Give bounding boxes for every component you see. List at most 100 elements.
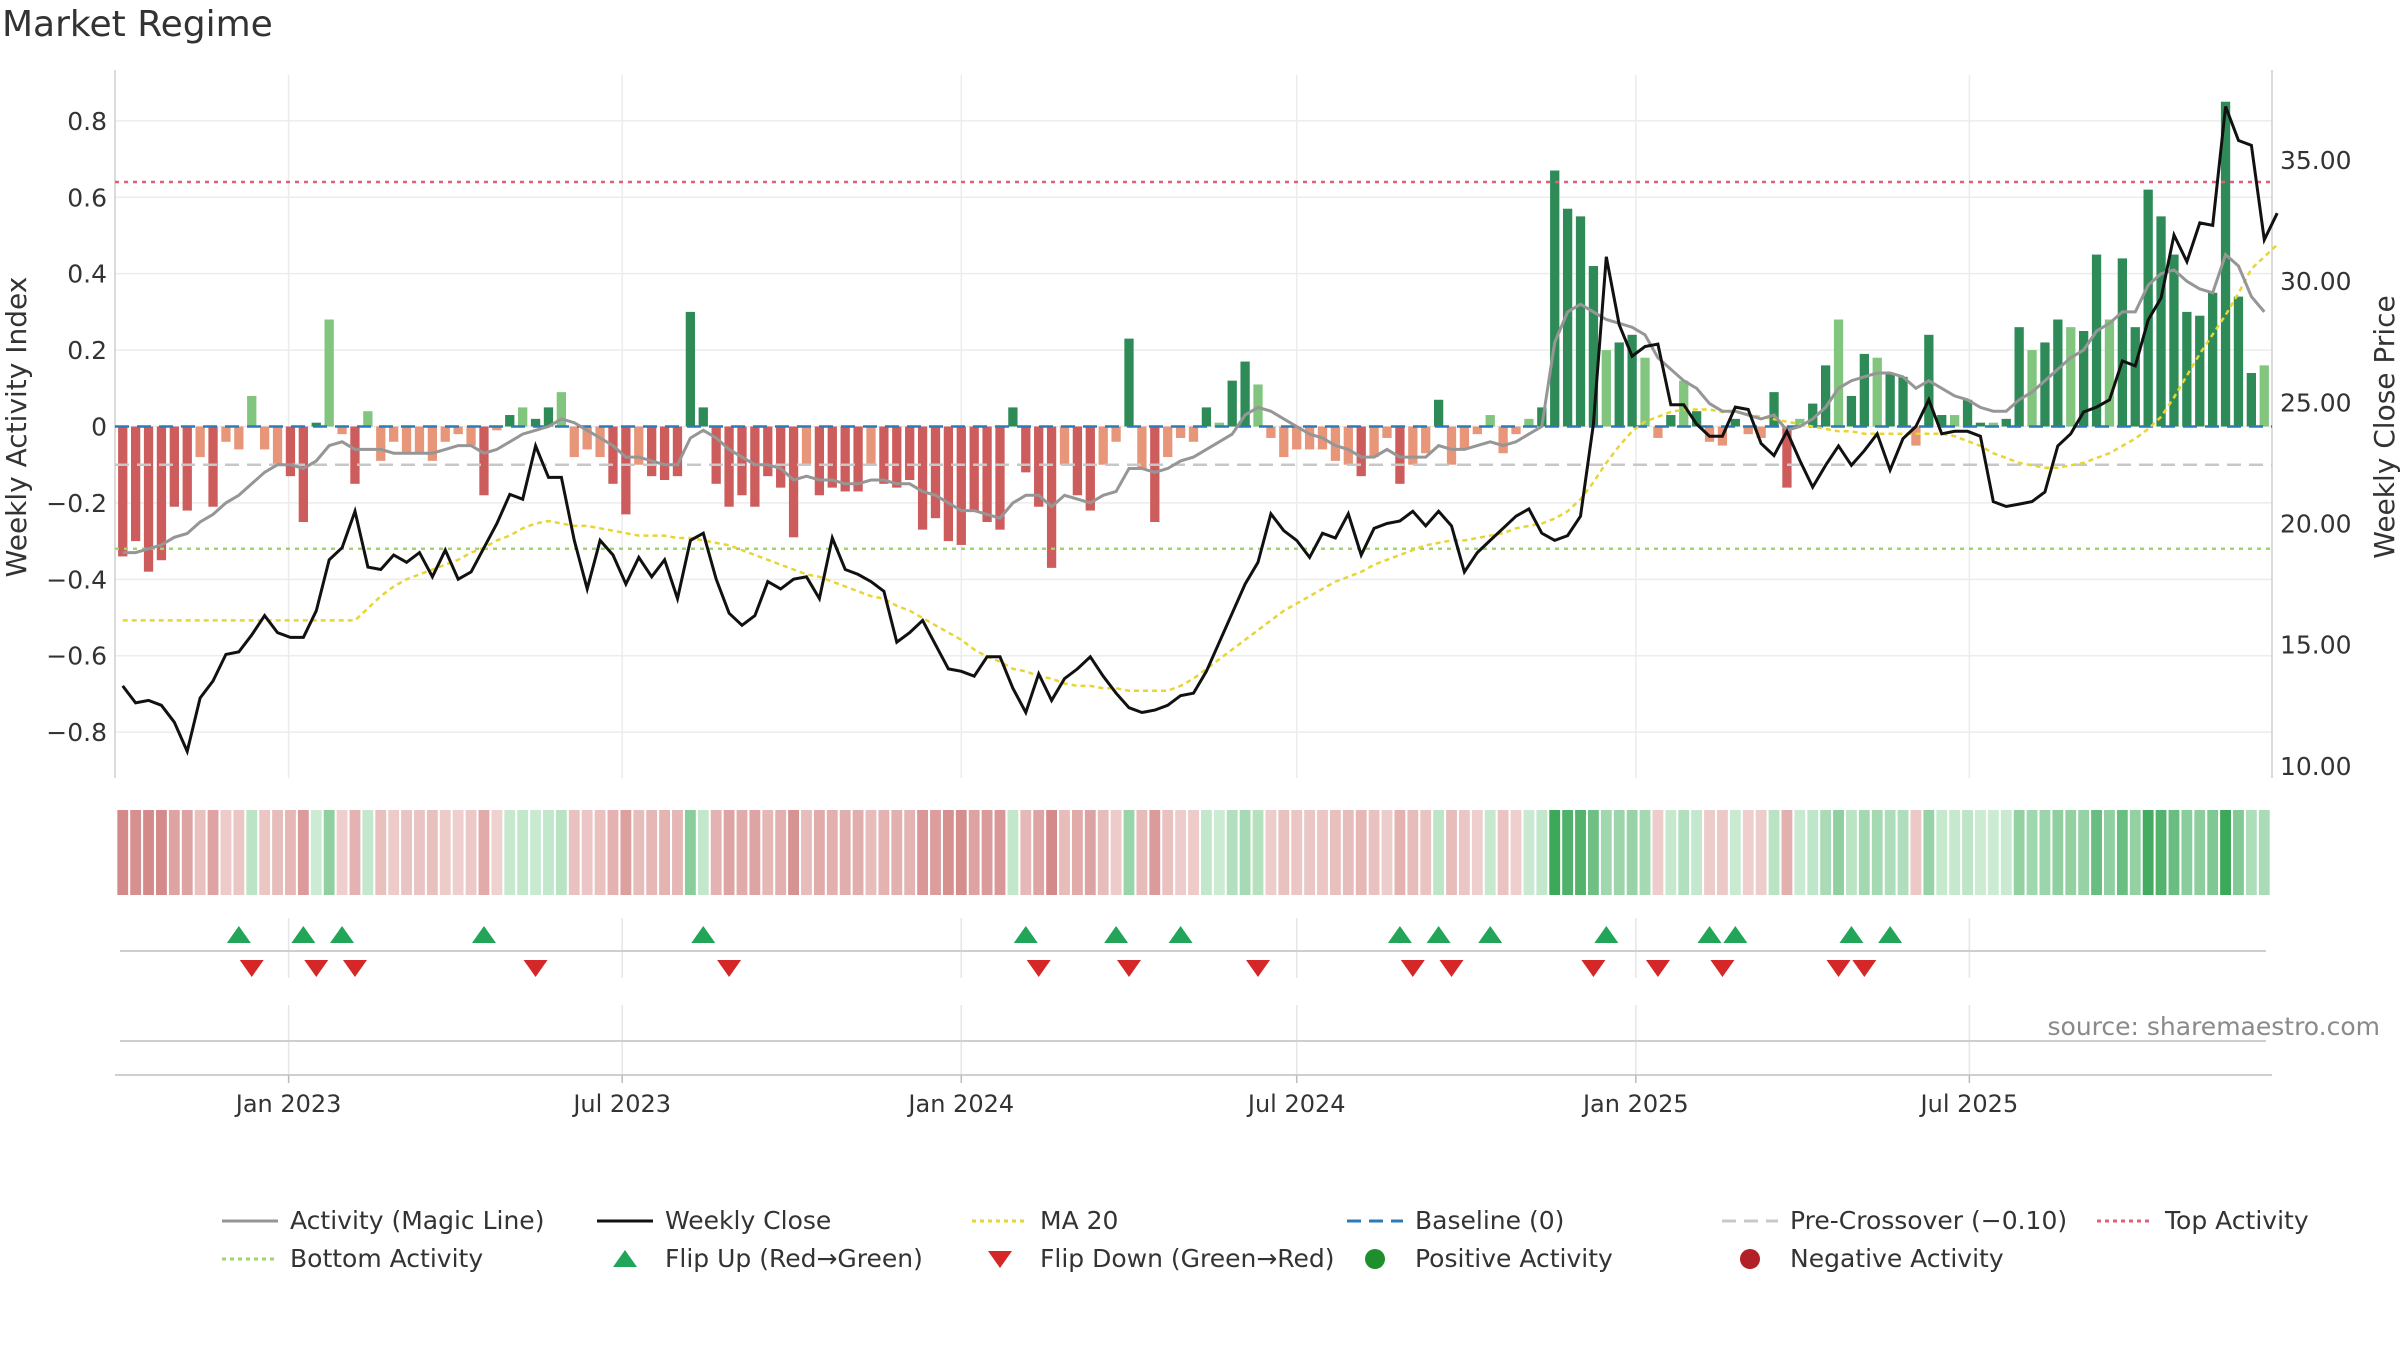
activity-bar	[143, 426, 154, 572]
flip-down-marker	[342, 960, 367, 977]
heat-cell	[1949, 810, 1961, 895]
heat-cell	[813, 810, 825, 895]
heat-cell	[1420, 810, 1432, 895]
heat-cell	[749, 810, 761, 895]
activity-bar	[1653, 426, 1663, 438]
heat-cell	[246, 810, 258, 895]
flip-up-marker	[291, 926, 316, 943]
activity-bar	[518, 407, 528, 427]
activity-bar	[1188, 426, 1199, 442]
activity-bar	[1550, 170, 1560, 427]
heat-cell	[1071, 810, 1083, 895]
flip-down-marker	[1852, 960, 1877, 977]
heat-cell	[633, 810, 645, 895]
flip-markers	[226, 926, 1903, 977]
x-tick-label: Jan 2024	[906, 1090, 1014, 1118]
activity-bar	[1446, 426, 1457, 465]
heat-cell	[2065, 810, 2077, 895]
heat-cell	[1381, 810, 1393, 895]
heat-cell	[1458, 810, 1470, 895]
activity-bar	[2169, 254, 2179, 427]
heat-cell	[2052, 810, 2064, 895]
heat-cell	[1742, 810, 1754, 895]
activity-bar	[698, 407, 708, 427]
activity-bar	[930, 426, 941, 519]
flip-down-marker	[1581, 960, 1606, 977]
heat-cell	[1213, 810, 1225, 895]
flip-up-marker	[330, 926, 355, 943]
heat-cell	[2091, 810, 2102, 895]
heat-cell	[2194, 810, 2206, 895]
activity-bar	[389, 426, 399, 442]
activity-bar	[2156, 216, 2166, 427]
activity-bar	[1795, 418, 1805, 427]
activity-bar	[479, 426, 489, 496]
heat-cell	[1433, 810, 1445, 895]
activity-bar	[1614, 342, 1624, 427]
heat-cell	[1897, 810, 1909, 895]
heat-cell	[1162, 810, 1174, 895]
x-tick-label: Jan 2025	[1581, 1090, 1689, 1118]
heat-cell	[1678, 810, 1690, 895]
activity-bar	[943, 426, 954, 542]
heat-cell	[826, 810, 838, 895]
activity-bar	[1704, 426, 1715, 442]
flip-down-marker	[1439, 960, 1464, 977]
activity-bar	[840, 426, 850, 492]
activity-bar	[647, 426, 657, 477]
left-tick-label: 0.8	[67, 107, 107, 136]
heat-cell	[684, 810, 696, 895]
activity-bar	[1601, 350, 1611, 427]
activity-bar	[1292, 426, 1302, 450]
activity-bar	[1988, 422, 1998, 427]
heat-cell	[2129, 810, 2141, 895]
activity-bar	[169, 426, 179, 507]
heat-cell	[478, 810, 490, 895]
activity-bar	[1343, 426, 1353, 465]
right-axis-label: Weekly Close Price	[2368, 295, 2400, 558]
activity-bar	[1524, 418, 1534, 427]
activity-bar	[724, 426, 734, 507]
heat-cell	[156, 810, 167, 895]
activity-bar	[1175, 426, 1186, 438]
flip-down-marker	[1026, 960, 1051, 977]
activity-bar	[634, 426, 644, 465]
heat-cell	[1291, 810, 1303, 895]
activity-bar	[788, 426, 799, 538]
activity-bars	[118, 101, 2269, 572]
grid	[115, 75, 2272, 1075]
activity-bar	[1808, 403, 1818, 427]
legend-label: Weekly Close	[665, 1206, 832, 1235]
legend-label: Positive Activity	[1415, 1244, 1613, 1273]
activity-bar	[2027, 350, 2037, 427]
activity-bar	[2014, 327, 2024, 427]
activity-bar	[776, 426, 786, 488]
heat-cell	[297, 810, 309, 895]
heat-cell	[801, 810, 812, 895]
heat-cell	[930, 810, 941, 895]
heat-cell	[517, 810, 529, 895]
heat-cell	[1704, 810, 1715, 895]
legend: Activity (Magic Line) Weekly Close MA 20 Ba…	[0, 1202, 2400, 1292]
heat-cell	[543, 810, 554, 895]
x-tick-label: Jul 2024	[1246, 1090, 1346, 1118]
heat-cell	[1652, 810, 1664, 895]
heat-cell	[1149, 810, 1161, 895]
activity-bar	[1769, 392, 1779, 427]
heat-cell	[1368, 810, 1380, 895]
heat-cell	[891, 810, 903, 895]
activity-bar	[2001, 418, 2011, 427]
activity-bar	[2246, 373, 2257, 427]
market-regime-chart: −0.8 −0.6 −0.4 −0.2 0 0.2 0.4 0.6 0.8 10.00 15.00 2…	[0, 70, 2400, 1118]
activity-bar	[1911, 426, 1921, 446]
heat-cell	[1136, 810, 1148, 895]
activity-bar	[1395, 426, 1405, 484]
left-axis-label: Weekly Activity Index	[0, 277, 33, 578]
heat-cell	[1046, 810, 1058, 895]
page-title: Market Regime	[2, 4, 273, 45]
activity-bar	[324, 319, 334, 427]
legend-label: Bottom Activity	[290, 1244, 484, 1273]
heat-cell	[1329, 810, 1341, 895]
activity-bar	[1575, 216, 1586, 427]
legend-symbol-icon	[1722, 1219, 1778, 1223]
